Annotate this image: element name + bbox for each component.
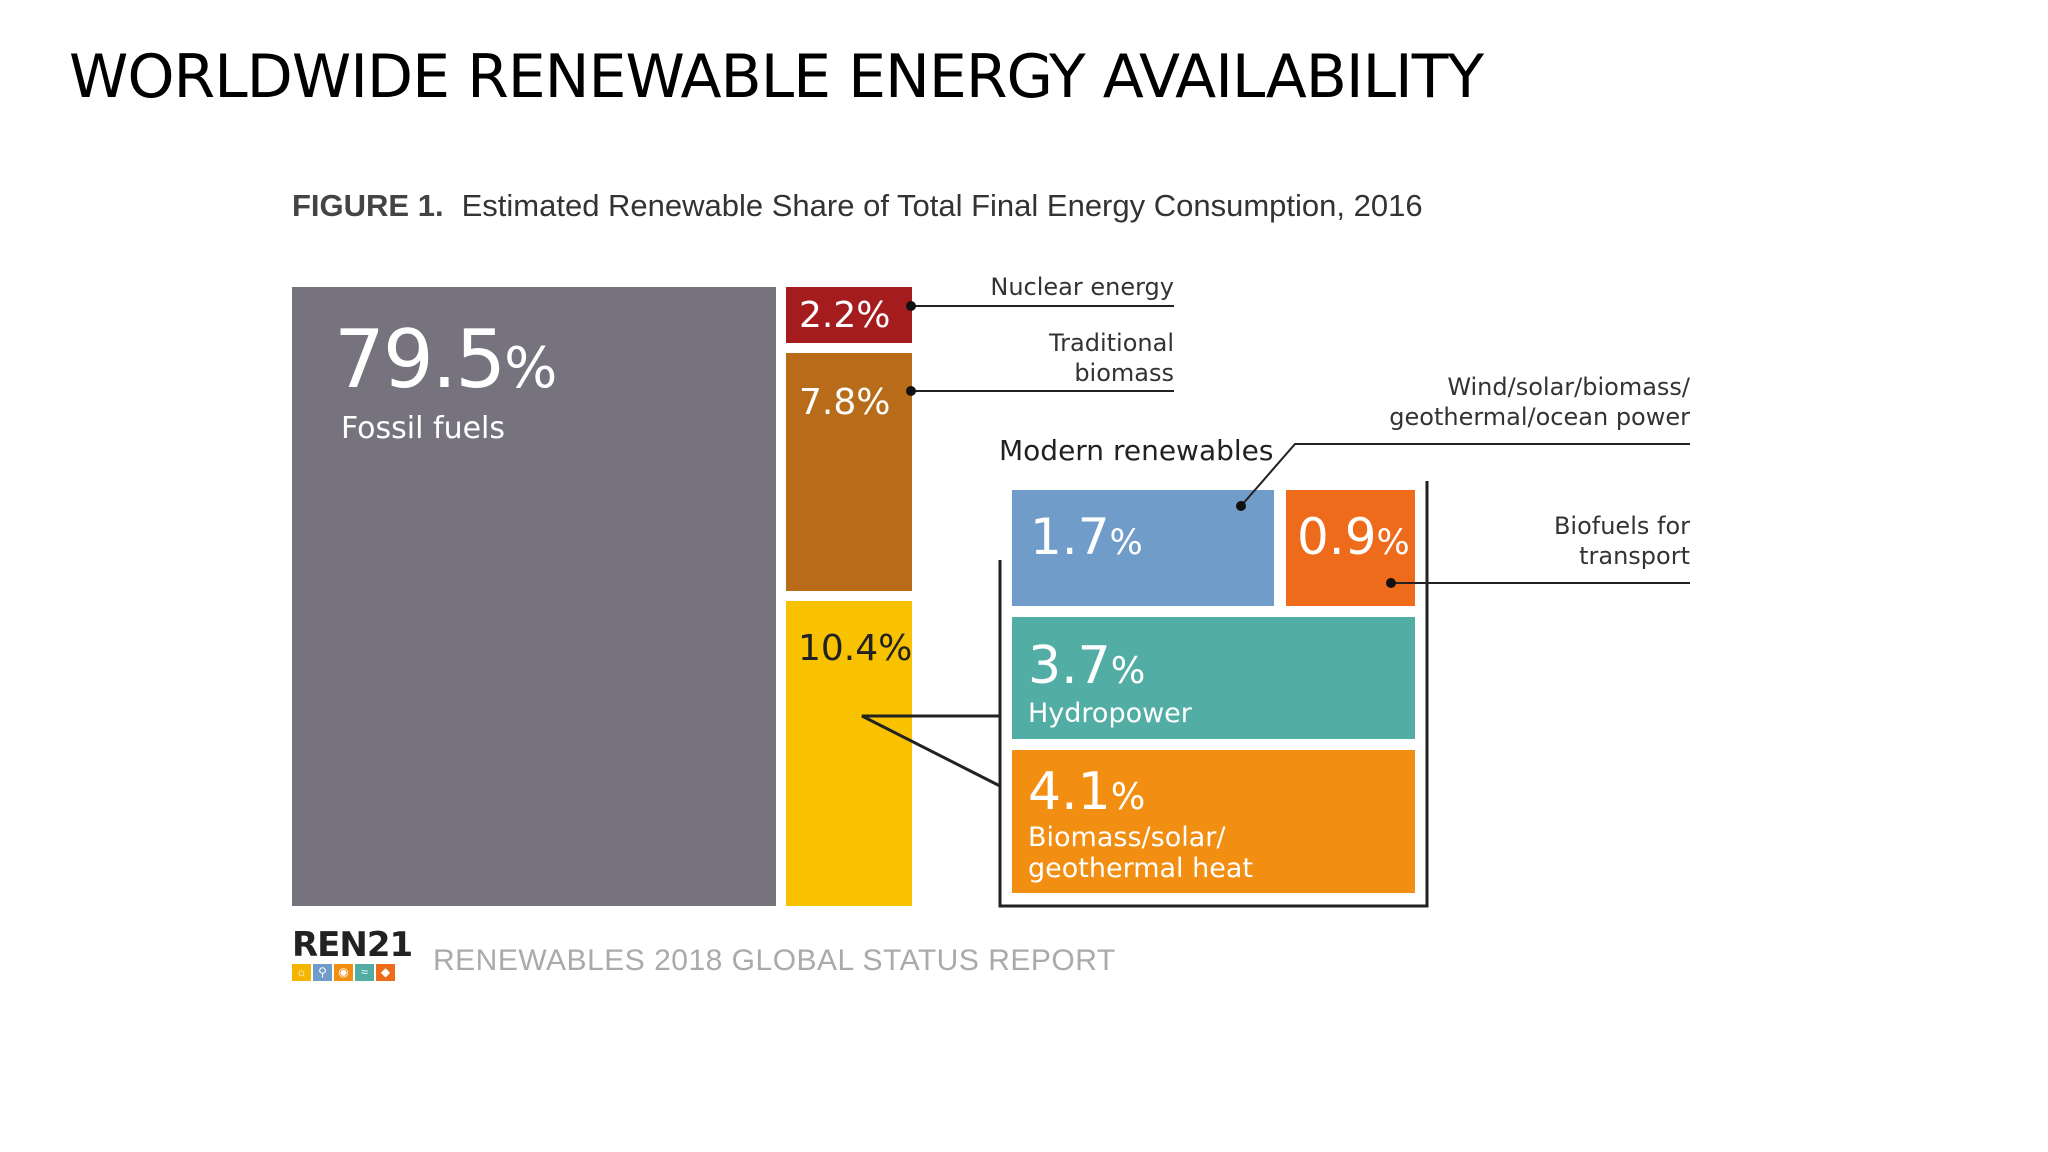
wind-turbine-icon: ⚲ (313, 964, 332, 981)
hydro-value: 3.7% (1028, 636, 1145, 696)
modern-value: 10.4% (798, 628, 913, 669)
ren21-logo-icons: ☼ ⚲ ◉ ≈ ◆ (292, 964, 412, 981)
heat-label-line-1: Biomass/solar/ (1028, 822, 1226, 853)
hydro-label: Hydropower (1028, 698, 1192, 729)
traditional-value: 7.8% (799, 382, 891, 423)
modern-renewables-heading: Modern renewables (999, 434, 1274, 467)
hydro-value-number: 3.7 (1028, 636, 1111, 696)
biofuel-callout-line-2: transport (1579, 542, 1690, 570)
fossil-value: 79.5% (334, 313, 557, 406)
traditional-callout: Traditional biomass (1049, 328, 1174, 388)
nuclear-value: 2.2% (799, 295, 891, 336)
segment-nuclear-energy (786, 287, 912, 343)
biofuel-callout: Biofuels for transport (1554, 511, 1690, 571)
leaf-icon: ◆ (376, 964, 395, 981)
segment-modern-renewables (786, 601, 912, 906)
figure-heading: FIGURE 1. Estimated Renewable Share of To… (292, 188, 1423, 224)
figure-caption: Estimated Renewable Share of Total Final… (461, 188, 1423, 223)
fire-icon: ◉ (334, 964, 353, 981)
heat-value-number: 4.1 (1028, 762, 1111, 822)
report-title: RENEWABLES 2018 GLOBAL STATUS REPORT (433, 944, 1116, 977)
wind-leader-line (1240, 443, 1690, 507)
wind-value-unit: % (1109, 523, 1143, 563)
slide-title: WORLDWIDE RENEWABLE ENERGY AVAILABILITY (69, 42, 1484, 112)
biofuel-leader-dot (1386, 578, 1396, 588)
ren21-logo: REN21 ☼ ⚲ ◉ ≈ ◆ (292, 925, 413, 981)
wind-value-number: 1.7 (1030, 508, 1110, 566)
traditional-leader-dot (906, 386, 916, 396)
wind-value: 1.7% (1030, 508, 1143, 566)
modern-zoom-wedge (861, 714, 1001, 788)
biofuel-value-unit: % (1376, 523, 1410, 563)
wind-callout: Wind/solar/biomass/ geothermal/ocean pow… (1389, 372, 1690, 432)
traditional-callout-line-1: Traditional (1049, 329, 1174, 357)
biofuel-value-number: 0.9 (1297, 508, 1377, 566)
heat-label-line-2: geothermal heat (1028, 853, 1253, 884)
fossil-value-unit: % (504, 336, 557, 401)
modern-bracket (998, 481, 1429, 908)
nuclear-leader-dot (906, 301, 916, 311)
biofuel-callout-line-1: Biofuels for (1553, 512, 1690, 540)
nuclear-callout: Nuclear energy (990, 273, 1174, 301)
heat-value-unit: % (1110, 775, 1146, 818)
fossil-label: Fossil fuels (341, 411, 506, 446)
ren21-logo-text: REN21 (292, 925, 413, 965)
segment-traditional-biomass (786, 353, 912, 591)
hydro-value-unit: % (1110, 649, 1146, 692)
biofuel-value: 0.9% (1297, 508, 1410, 566)
fossil-value-number: 79.5 (334, 313, 506, 406)
sun-icon: ☼ (292, 964, 311, 981)
segment-fossil-fuels (292, 287, 776, 906)
traditional-callout-line-2: biomass (1074, 359, 1174, 387)
wave-icon: ≈ (355, 964, 374, 981)
segment-wind-solar-biomass-power (1012, 490, 1274, 606)
heat-value: 4.1% (1028, 762, 1145, 822)
wind-callout-line-2: geothermal/ocean power (1389, 403, 1690, 431)
wind-leader-dot (1236, 501, 1246, 511)
heat-label: Biomass/solar/ geothermal heat (1028, 822, 1253, 884)
figure-number: FIGURE 1. (292, 188, 444, 223)
segment-hydropower (1012, 617, 1415, 739)
wind-callout-line-1: Wind/solar/biomass/ (1447, 373, 1690, 401)
segment-biomass-solar-geothermal-heat (1012, 750, 1415, 893)
